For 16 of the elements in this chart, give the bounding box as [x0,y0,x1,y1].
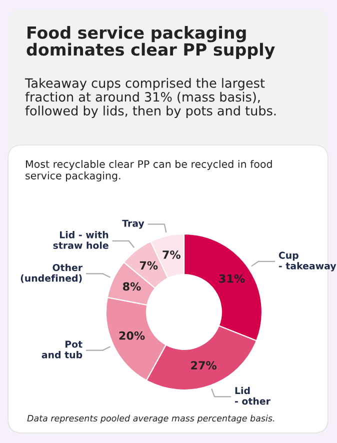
data-label: 31% [219,274,245,283]
text: Most recyclable clear PP can be recycled in food service packaging. [26,160,272,182]
slice-label: Lid - other [235,386,270,405]
data-label: 8% [123,282,141,291]
slice-label: Cup - takeaway [278,252,336,272]
slice-label: Pot and tub [42,340,82,358]
chart-title: Food service packaging dominates clear PP supply [26,26,275,60]
text: Data represents pooled average mass percentage basis. [27,414,274,424]
data-label: 20% [119,331,145,340]
slice-label: Tray [122,220,144,229]
data-label: 27% [191,361,216,370]
chart-subtitle: Takeaway cups comprised the largest fraction at around 31% (mass basis), followed by lids, then by pots and tubs. [24,78,276,118]
data-label: 7% [162,250,180,259]
slice-label: Other (undefined) [20,264,83,283]
slice-label: Lid - with straw hole [53,231,108,249]
data-label: 7% [140,261,158,270]
